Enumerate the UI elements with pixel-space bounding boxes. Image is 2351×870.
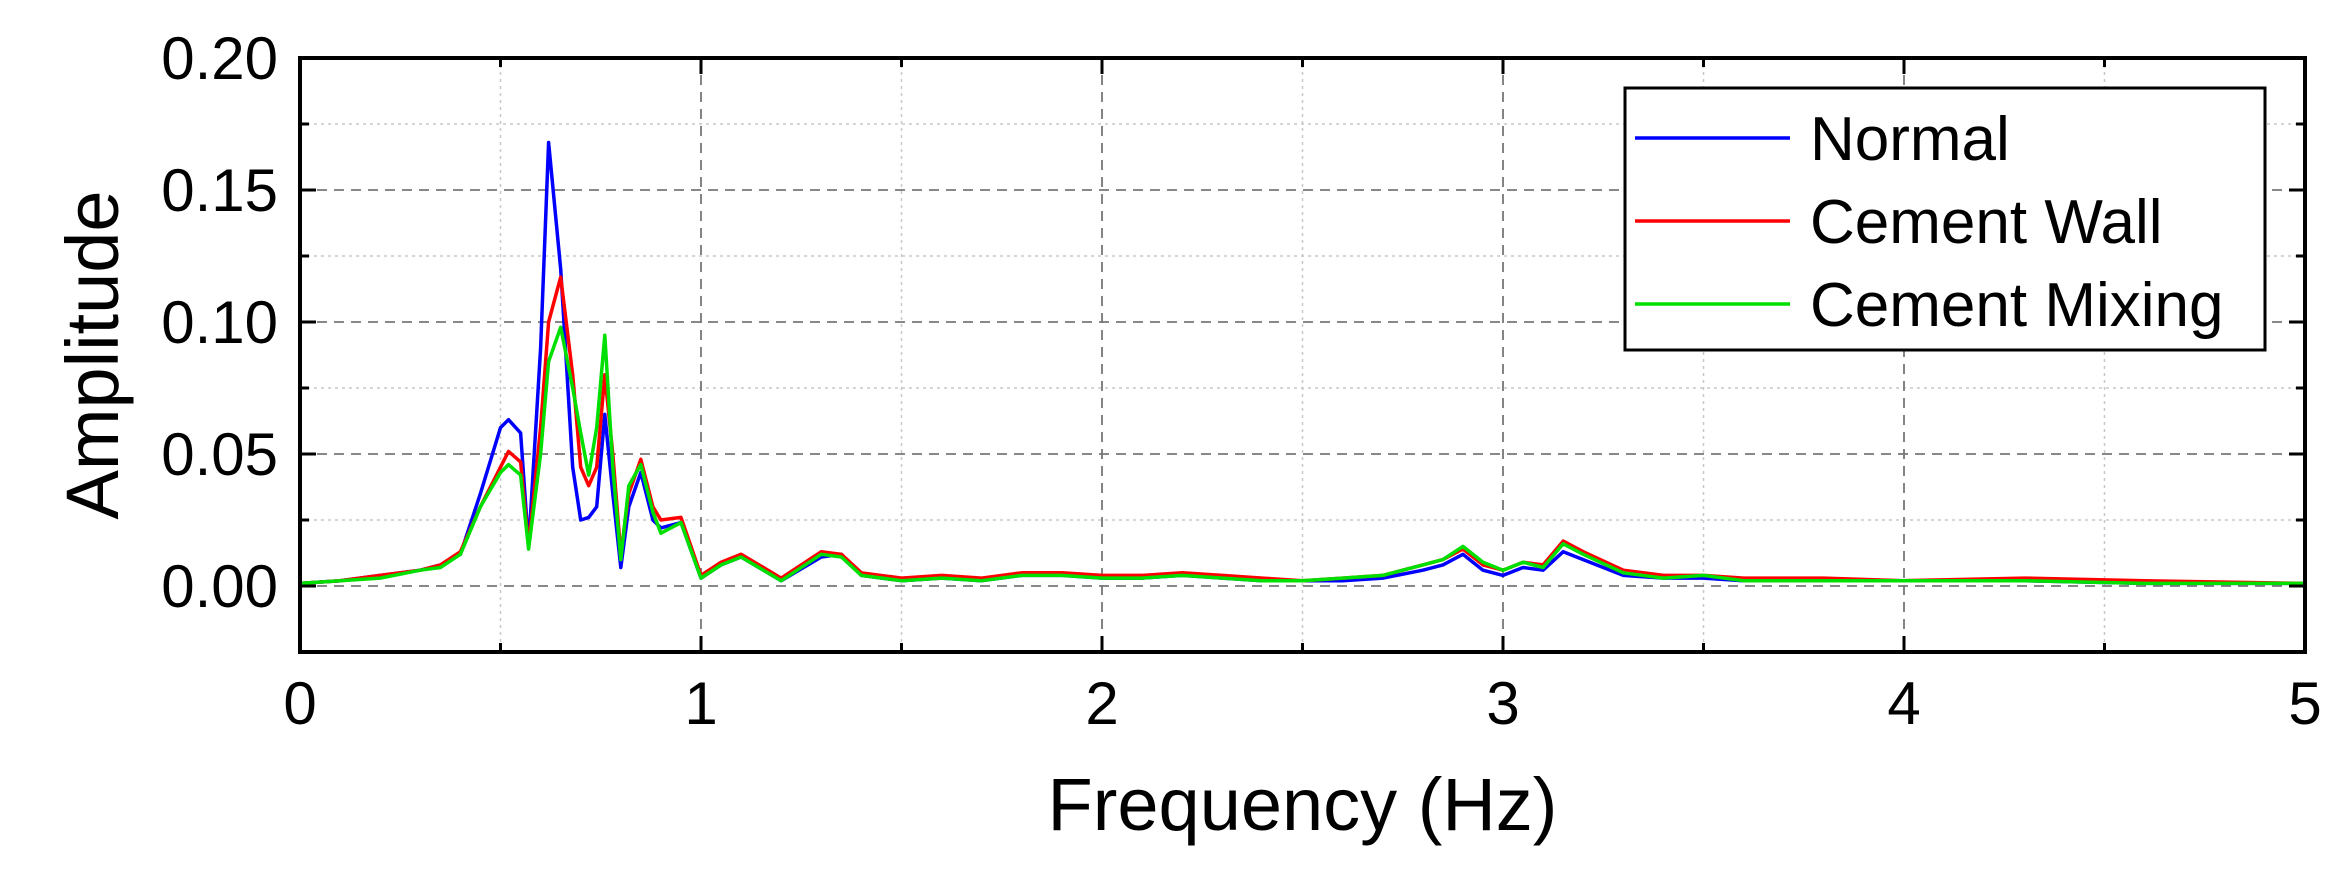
x-axis-title: Frequency (Hz) xyxy=(1048,763,1558,846)
series-lines xyxy=(299,140,2306,586)
x-tick-label: 3 xyxy=(1486,670,1519,737)
legend-label: Cement Mixing xyxy=(1810,271,2223,340)
x-tick-label: 4 xyxy=(1887,670,1920,737)
x-tick-label: 1 xyxy=(684,670,717,737)
x-tick-label: 5 xyxy=(2288,670,2321,737)
y-tick-label: 0.05 xyxy=(161,421,278,488)
y-tick-label: 0.20 xyxy=(161,25,278,92)
y-axis-title: Amplitude xyxy=(51,190,134,519)
legend: Normal Cement Wall Cement Mixing xyxy=(1623,86,2267,352)
x-tick-label: 0 xyxy=(283,670,316,737)
series-line-cement-mixing xyxy=(299,325,2305,586)
y-tick-label: 0.00 xyxy=(161,553,278,620)
y-tick-label: 0.15 xyxy=(161,157,278,224)
axis-ticks: 0 1 2 3 4 5 0.00 0.05 0.10 0.15 0.20 xyxy=(161,25,2321,737)
x-tick-label: 2 xyxy=(1085,670,1118,737)
legend-box xyxy=(1623,86,2267,352)
series-line-cement-wall xyxy=(299,275,2306,586)
y-tick-label: 0.10 xyxy=(161,289,278,356)
legend-label: Cement Wall xyxy=(1810,188,2163,257)
legend-label: Normal xyxy=(1810,105,2010,174)
